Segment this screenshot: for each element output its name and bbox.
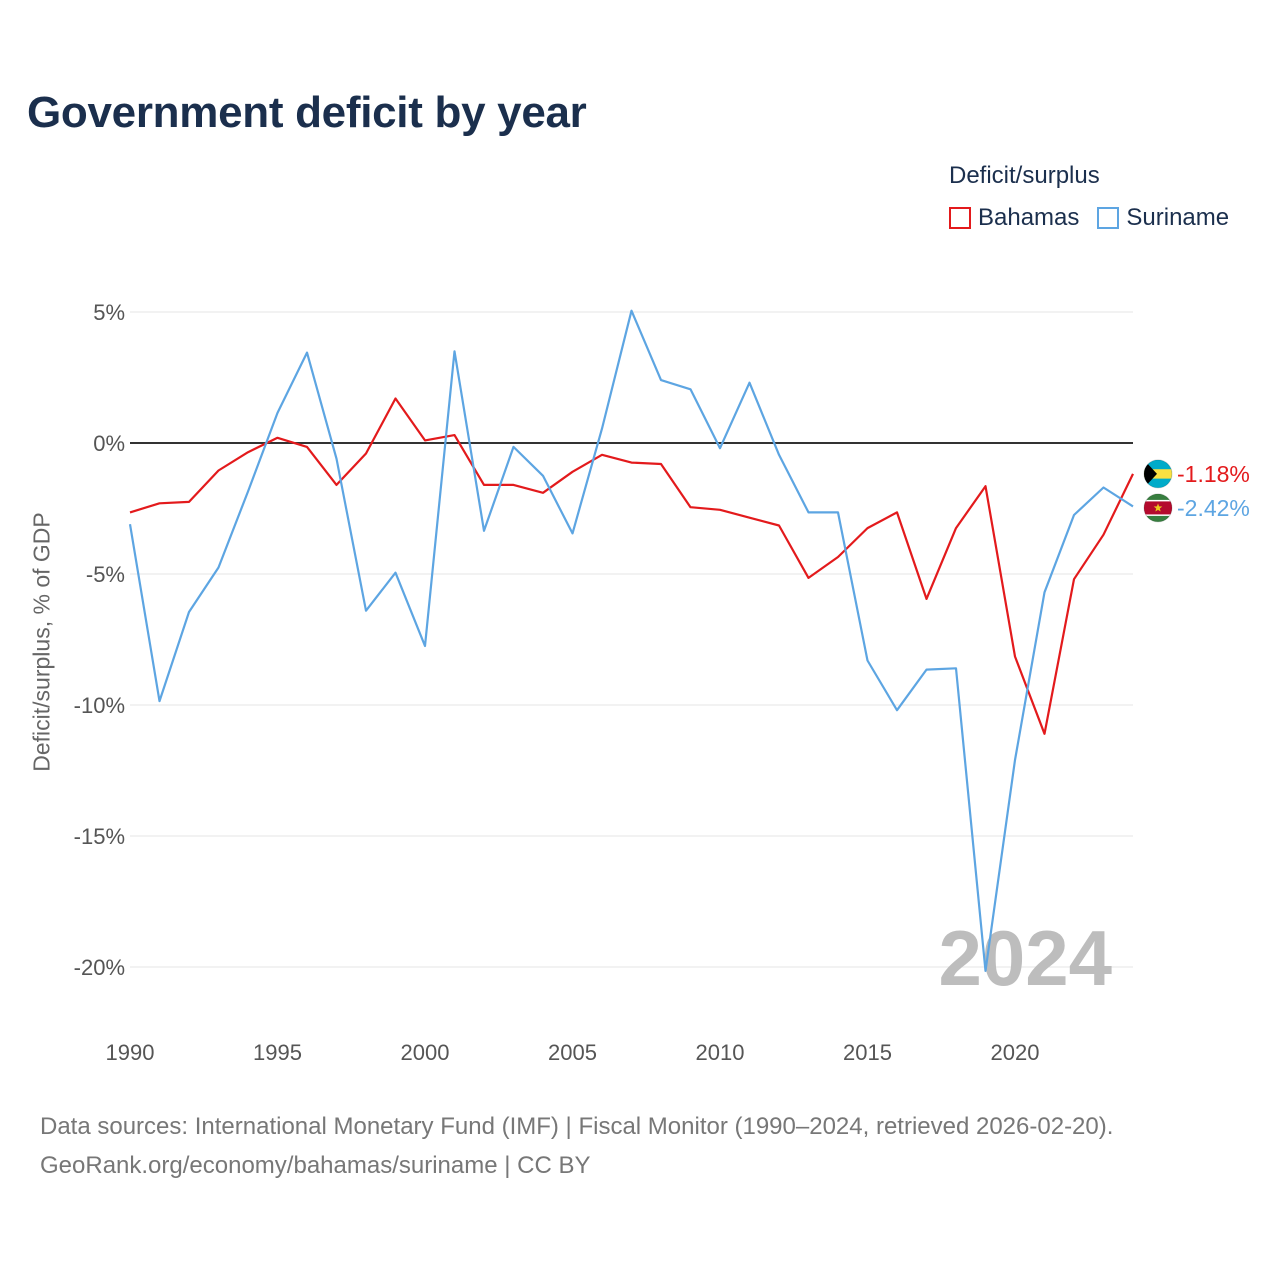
y-tick-label: -15% [74,824,125,849]
series-line-bahamas[interactable] [129,397,1134,735]
chart-title: Government deficit by year [27,88,587,137]
x-tick-label: 2015 [843,1040,892,1065]
legend-item-suriname[interactable]: Suriname [1097,204,1229,232]
source-line-1: Data sources: International Monetary Fun… [40,1113,1114,1140]
end-label-layer: -1.18% -2.42% [1143,459,1250,523]
x-tick-label: 2020 [991,1040,1040,1065]
year-watermark: 2024 [938,914,1112,1002]
legend-label-bahamas: Bahamas [978,204,1080,231]
source-line-2[interactable]: GeoRank.org/economy/bahamas/suriname | C… [40,1152,591,1179]
x-tick-label: 2005 [548,1040,597,1065]
bahamas-flag-icon [1143,459,1173,489]
legend-swatch-bahamas [949,207,971,229]
y-tick-label: 0% [93,431,125,456]
legend-label-suriname: Suriname [1126,204,1230,231]
y-tick-label: -20% [74,955,125,980]
x-tick-label: 2010 [696,1040,745,1065]
y-tick-label: -5% [86,562,125,587]
end-label-bahamas: -1.18% [1177,461,1250,487]
y-tick-label: 5% [93,300,125,325]
y-tick-label: -10% [74,693,125,718]
x-tick-label: 1995 [253,1040,302,1065]
legend-title: Deficit/surplus [949,162,1100,189]
x-tick-label: 1990 [106,1040,155,1065]
legend: Bahamas Suriname [949,204,1229,232]
legend-item-bahamas[interactable]: Bahamas [949,204,1079,232]
x-tick-label: 2000 [401,1040,450,1065]
suriname-flag-icon [1143,493,1173,523]
source-note: Data sources: International Monetary Fun… [40,1107,1113,1185]
series-line-suriname[interactable] [128,309,1134,973]
grid-layer [130,311,1133,968]
legend-swatch-suriname [1097,207,1120,229]
end-label-suriname: -2.42% [1177,495,1250,521]
series-layer [128,309,1134,973]
